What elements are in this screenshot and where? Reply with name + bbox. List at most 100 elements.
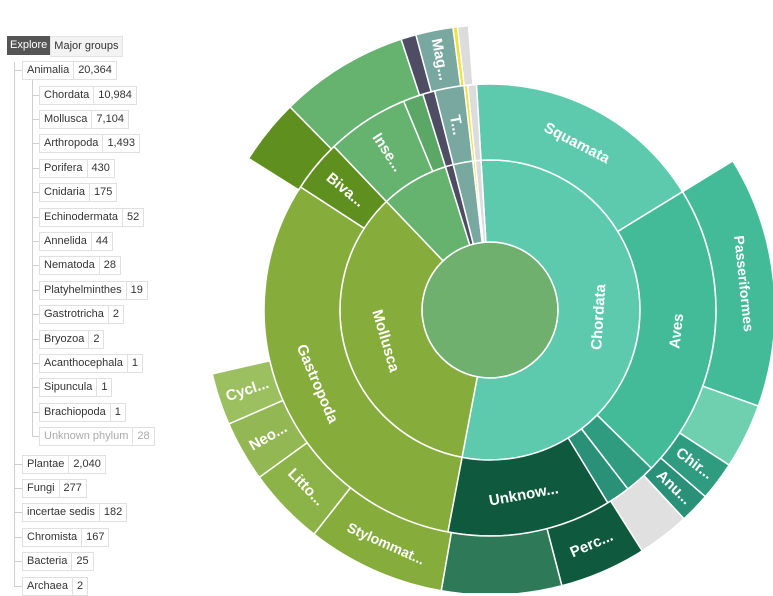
tree-node-sipuncula[interactable]: Sipuncula 1 [39, 378, 113, 398]
node-label: Plantae [27, 457, 65, 470]
tree-connector [32, 192, 39, 194]
tree-node-platyhelminthes[interactable]: Platyhelminthes 19 [39, 280, 148, 300]
tree-connector [14, 487, 22, 489]
node-count: 182 [98, 504, 126, 522]
tree-connector [14, 70, 22, 71]
tree-connector [14, 585, 22, 587]
tree-connector [32, 80, 33, 437]
tree-node-animalia[interactable]: Animalia 20,364 [22, 61, 117, 80]
tree-connector [32, 118, 39, 120]
tree-node-brachiopoda[interactable]: Brachiopoda 1 [39, 402, 126, 422]
node-label: Chordata [44, 88, 90, 101]
node-count: 2 [88, 330, 103, 348]
node-label: Annelida [44, 234, 87, 247]
node-label: Chromista [27, 530, 78, 543]
node-label: Animalia [27, 64, 70, 76]
tree-connector [32, 216, 39, 218]
tree-node-nematoda[interactable]: Nematoda 28 [39, 256, 122, 276]
node-count: 44 [90, 232, 112, 250]
tree-node-plantae[interactable]: Plantae 2,040 [22, 454, 106, 474]
node-label: Mollusca [44, 112, 88, 125]
node-count: 2 [107, 306, 123, 324]
tree-node-bacteria[interactable]: Bacteria 25 [22, 552, 94, 572]
tree-connector [32, 289, 39, 291]
tree-connector [32, 240, 39, 242]
sunburst-label-chordata: Chordata [588, 283, 609, 350]
tree-node-fungi[interactable]: Fungi 277 [22, 478, 87, 498]
tree-node-incertae-sedis[interactable]: incertae sedis 182 [22, 503, 128, 523]
tree-connector [32, 265, 39, 267]
tree-node-bryozoa[interactable]: Bryozoa 2 [39, 329, 105, 349]
tree-connector [32, 411, 39, 413]
node-count: 277 [58, 479, 86, 497]
tree-connector [14, 561, 22, 563]
node-count: 20,364 [73, 62, 116, 79]
node-count: 2 [71, 577, 87, 595]
tree-node-echinodermata[interactable]: Echinodermata 52 [39, 207, 145, 227]
tree-node-gastrotricha[interactable]: Gastrotricha 2 [39, 305, 125, 325]
node-count: 7,104 [91, 110, 128, 128]
node-count: 10,984 [93, 86, 136, 104]
tree-connector [32, 436, 39, 438]
node-label: Nematoda [44, 259, 95, 272]
tree-connector [14, 512, 22, 514]
node-label: Fungi [27, 481, 55, 494]
node-label: Bryozoa [44, 332, 85, 345]
sunburst-segment-cycloneritida[interactable] [211, 359, 284, 425]
node-count: 28 [132, 428, 153, 446]
node-count: 167 [81, 528, 108, 546]
sunburst-segment-ring3-18[interactable] [456, 25, 474, 87]
node-count: 1,493 [102, 135, 139, 153]
sunburst-segment-ring3-7[interactable] [440, 527, 563, 593]
tree-connector [14, 463, 22, 465]
taxonomy-panel: Explore Major groups Animalia 20,364 Chord… [0, 0, 200, 596]
node-label: Echinodermata [44, 210, 118, 223]
node-label: Gastrotricha [44, 308, 104, 321]
tree-node-archaea[interactable]: Archaea 2 [22, 576, 89, 596]
node-count: 25 [71, 553, 92, 571]
sunburst-label-ring2-10: T... [446, 114, 466, 137]
node-label: Platyhelminthes [44, 283, 122, 296]
tree-connector [32, 143, 39, 145]
tree-node-annelida[interactable]: Annelida 44 [39, 231, 114, 251]
sunburst-label-aves: Aves [666, 313, 687, 350]
node-label: Unknown phylum [44, 430, 129, 443]
tree-connector [32, 314, 39, 316]
tree-connector [14, 62, 15, 586]
node-count: 19 [125, 281, 147, 299]
tree-node-porifera[interactable]: Porifera 430 [39, 158, 115, 178]
tree-node-mollusca[interactable]: Mollusca 7,104 [39, 109, 129, 129]
node-count: 1 [126, 354, 142, 372]
node-label: incertae sedis [27, 506, 95, 519]
node-count: 52 [122, 208, 143, 226]
tree-connector [32, 362, 39, 364]
node-label: Brachiopoda [44, 405, 106, 418]
node-count: 1 [96, 379, 111, 397]
node-count: 28 [98, 257, 120, 275]
tree-connector [32, 338, 39, 340]
tree-connector [32, 94, 39, 96]
tree-node-arthropoda[interactable]: Arthropoda 1,493 [39, 134, 140, 154]
tab-explore[interactable]: Explore [7, 36, 51, 55]
node-count: 2,040 [68, 455, 105, 473]
tree-node-cnidaria[interactable]: Cnidaria 175 [39, 183, 118, 203]
node-count: 1 [109, 403, 125, 421]
node-count: 430 [86, 159, 114, 177]
tree-node-chromista[interactable]: Chromista 167 [22, 527, 110, 547]
tree-node-unknown-phylum[interactable]: Unknown phylum 28 [39, 427, 155, 447]
node-label: Archaea [27, 579, 68, 592]
tab-major-groups[interactable]: Major groups [50, 36, 123, 57]
node-label: Porifera [44, 161, 83, 174]
tree-connector [32, 387, 39, 389]
node-label: Acanthocephala [44, 356, 123, 369]
tree-node-chordata[interactable]: Chordata 10,984 [39, 85, 137, 105]
view-tabs: Explore Major groups [7, 36, 123, 57]
tree-connector [14, 536, 22, 538]
node-label: Sipuncula [44, 381, 93, 394]
tree-connector [32, 167, 39, 169]
node-label: Bacteria [27, 555, 68, 568]
tree-node-acanthocephala[interactable]: Acanthocephala 1 [39, 353, 144, 373]
node-label: Cnidaria [44, 186, 85, 199]
node-count: 175 [88, 184, 116, 202]
